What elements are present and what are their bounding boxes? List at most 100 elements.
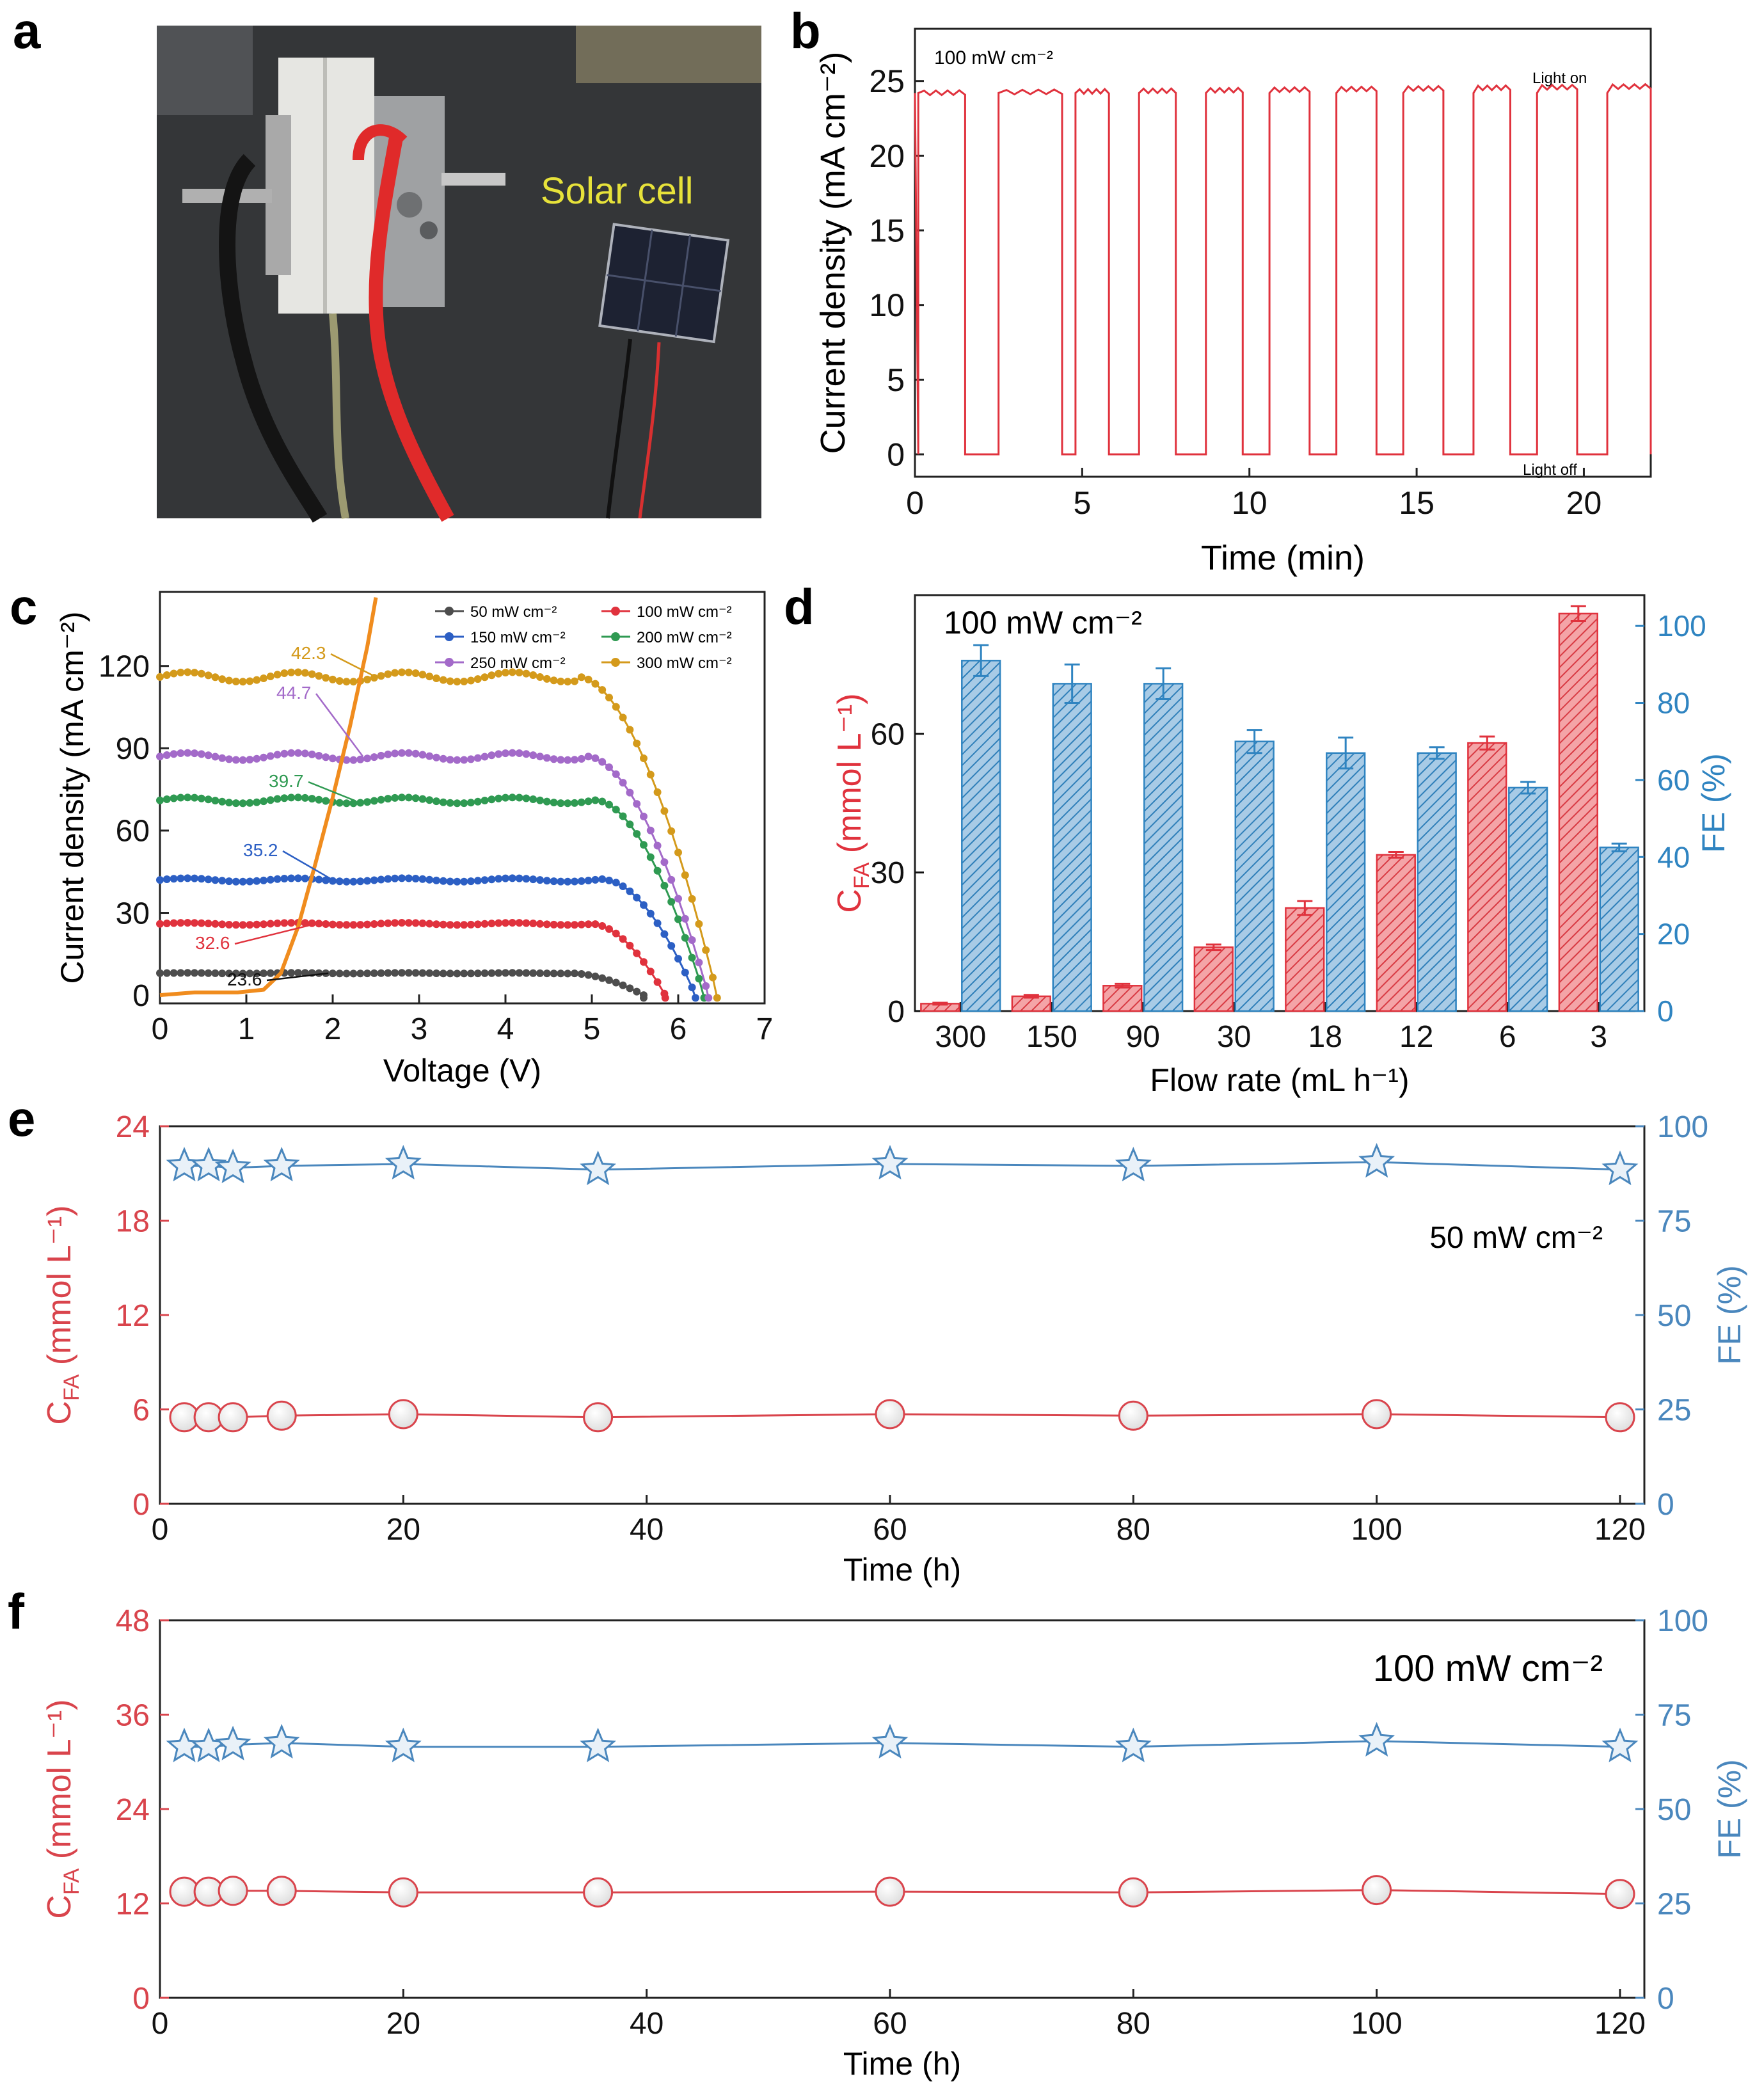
c-series-point [280, 919, 289, 927]
c-series-point [467, 676, 475, 685]
c-series-point [356, 877, 365, 886]
c-series-point [280, 794, 289, 802]
c-series-point [522, 669, 530, 678]
d-bar-fe [1508, 786, 1548, 1012]
e-left-y-tick-label: 18 [116, 1204, 150, 1238]
f-circle-marker [218, 1876, 248, 1906]
c-series-point [377, 795, 385, 804]
c-series-point [571, 756, 578, 764]
d-bar-fe [1326, 752, 1366, 1012]
c-series-point [404, 793, 413, 802]
d-bar-c-fa [1467, 742, 1507, 1012]
c-series-point [301, 793, 309, 802]
c-series-point [232, 678, 240, 685]
c-series-point [619, 981, 627, 989]
c-series-point [473, 877, 482, 885]
c-series-point [502, 669, 509, 677]
c-series-point [515, 874, 523, 882]
c-series-point [273, 671, 282, 679]
c-series-point [584, 675, 592, 683]
d-error-bar [1388, 851, 1404, 859]
c-series-point [453, 756, 461, 764]
c-series-point [418, 671, 427, 679]
c-series-point [571, 677, 578, 685]
c-series-point [646, 826, 655, 834]
c-series-point [253, 754, 261, 763]
c-series-point [356, 799, 365, 807]
e-circle-marker [388, 1399, 418, 1430]
c-point-arrow [315, 693, 364, 757]
c-series-point [260, 969, 267, 977]
c-series-point [612, 770, 620, 778]
c-series-point [356, 755, 365, 763]
c-legend-label: 200 mW cm⁻² [637, 629, 732, 646]
c-series-point [646, 909, 655, 918]
c-series-point [508, 749, 516, 757]
panel-letter-f: f [8, 1583, 25, 1639]
c-series-point [481, 673, 489, 682]
c-series-point [177, 874, 185, 882]
d-bar-fe [1417, 752, 1457, 1012]
c-series-point [225, 877, 233, 886]
d-bar-fe [1143, 683, 1184, 1012]
c-series-point [232, 799, 240, 808]
c-series-point [163, 920, 171, 927]
c-series-point [605, 763, 613, 771]
c-series-point [439, 877, 447, 885]
e-star-marker [263, 1147, 300, 1182]
panel-letter-b: b [790, 3, 821, 59]
c-series-point [294, 969, 302, 977]
c-series-point [433, 876, 440, 884]
e-x-tick-label: 20 [386, 1513, 420, 1547]
d-bar-c-fa [1193, 946, 1234, 1012]
d-error-bar [1156, 667, 1172, 700]
c-series-point [184, 969, 192, 977]
c-series-point [522, 919, 530, 927]
c-series-point [557, 756, 565, 764]
d-x-tick-label: 300 [935, 1020, 986, 1054]
f-x-axis-label: Time (h) [843, 2046, 961, 2082]
c-series-point [273, 875, 282, 883]
c-series-point [667, 898, 676, 906]
c-series-point [191, 793, 198, 802]
c-series-point [481, 797, 489, 804]
c-series-point [557, 677, 565, 685]
c-series-point [308, 670, 316, 678]
c-series-point [191, 874, 198, 882]
c-series-point [446, 877, 454, 886]
b-title: 100 mW cm⁻² [934, 47, 1053, 68]
f-left-y-tick-label: 12 [116, 1887, 150, 1921]
f-left-y-tick-label: 48 [116, 1604, 150, 1638]
f-right-y-tick-label: 75 [1657, 1698, 1691, 1732]
f-right-y-tick-label: 50 [1657, 1793, 1691, 1827]
c-series-point [661, 994, 669, 1002]
c-series-point [308, 795, 316, 803]
e-circle-marker [1605, 1402, 1635, 1433]
c-series-line [159, 796, 705, 998]
c-series-point [508, 874, 516, 882]
c-series-point [626, 726, 634, 734]
c-series-point [433, 674, 440, 682]
c-series-point [591, 972, 600, 980]
f-left-y-tick-label: 36 [116, 1698, 150, 1732]
c-series-point [197, 969, 205, 977]
c-series-point [557, 921, 565, 929]
c-load-curve [159, 597, 378, 998]
c-point-label: 23.6 [227, 969, 262, 989]
c-series-point [170, 750, 178, 758]
e-circle-marker [266, 1400, 297, 1431]
e-circle-marker [1362, 1399, 1392, 1430]
c-series-point [294, 874, 302, 882]
d-right-y-tick-label: 100 [1657, 609, 1706, 642]
d-right-y-tick-label: 40 [1657, 840, 1690, 873]
c-series-point [688, 936, 696, 944]
c-series-point [404, 919, 413, 927]
b-y-tick-label: 25 [869, 63, 905, 99]
c-series-point [204, 671, 212, 680]
f-circle-marker [1362, 1875, 1392, 1906]
c-series-point [377, 672, 385, 680]
c-series-point [640, 901, 648, 909]
b-y-tick-label: 15 [869, 213, 905, 249]
c-series-point [156, 920, 164, 928]
c-series-point [619, 714, 627, 722]
